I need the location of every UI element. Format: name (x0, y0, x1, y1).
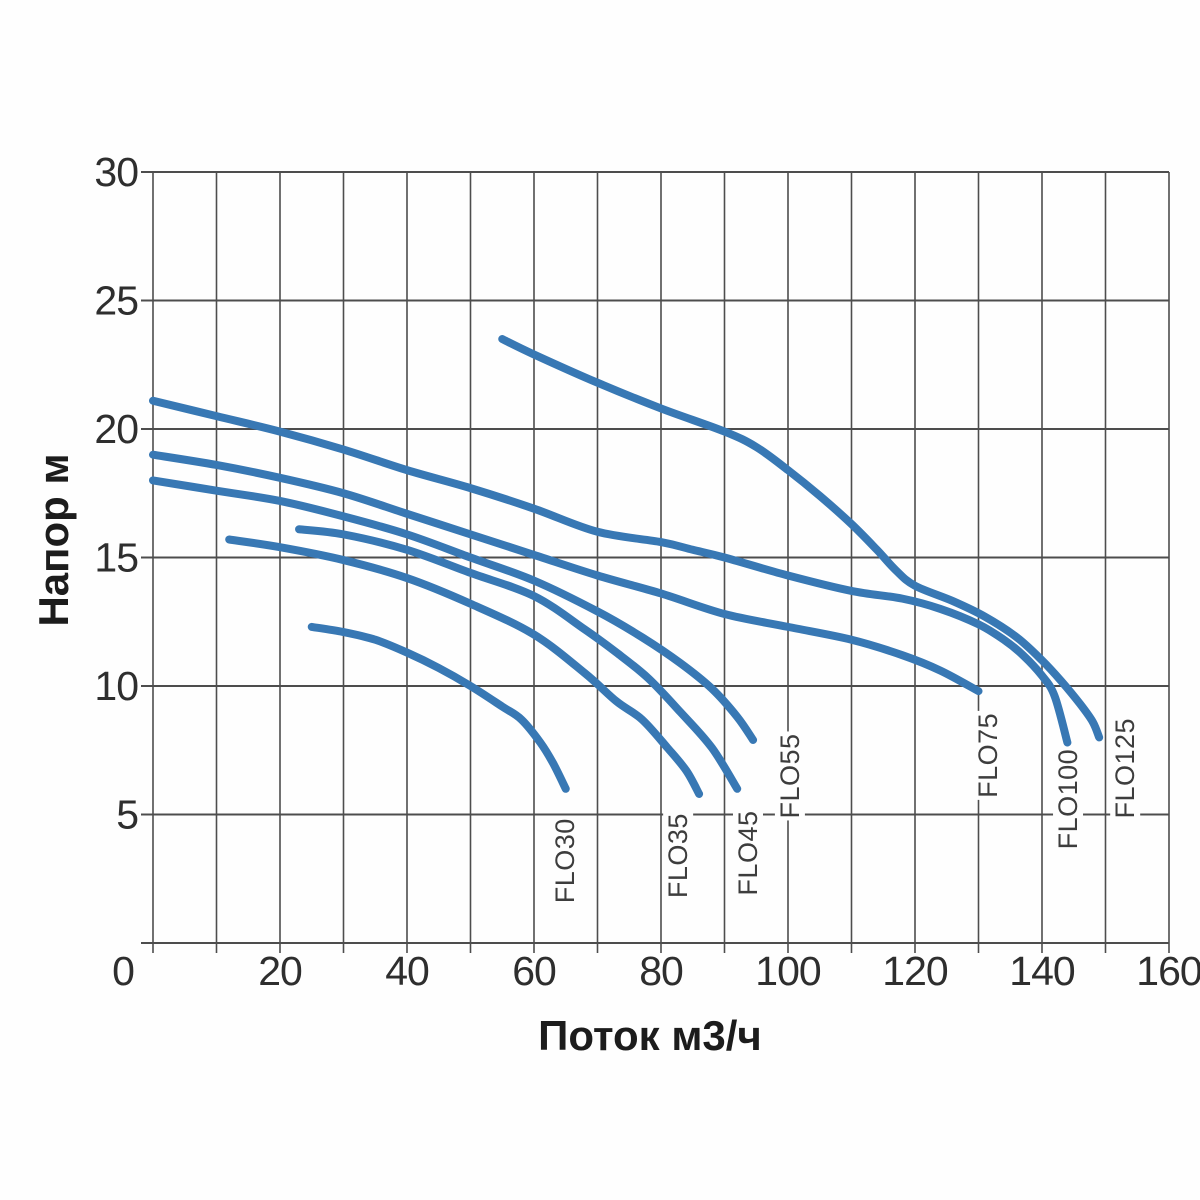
curve-label-bg-FLO100 (1053, 747, 1084, 852)
x-tick-label-40: 40 (385, 948, 429, 994)
y-tick-label-5: 5 (116, 792, 138, 838)
grid-layer (141, 171, 1170, 953)
x-tick-label-140: 140 (1009, 948, 1075, 994)
x-tick-label-20: 20 (258, 948, 302, 994)
curve-FLO30 (307, 622, 570, 793)
curve-label-group-FLO100: FLO100 (1053, 747, 1084, 852)
y-tick-label-30: 30 (94, 149, 138, 195)
curve-label-FLO30: FLO30 (550, 818, 580, 903)
curve-FLO100 (149, 396, 1072, 747)
y-tick-label-20: 20 (94, 406, 138, 452)
curve-label-group-FLO75: FLO75 (973, 710, 1004, 800)
tick-label-layer: 0 20 40 60 80 100 120 140 160 5 10 15 20 25 30 (94, 149, 1200, 994)
curve-label-FLO100: FLO100 (1053, 749, 1083, 850)
curve-label-bg-FLO55 (774, 731, 805, 821)
x-tick-label-160: 160 (1136, 948, 1200, 994)
curve-label-FLO45: FLO45 (733, 811, 763, 896)
curve-label-bg-FLO30 (550, 816, 581, 906)
curve-label-layer: FLO30 FLO35 FLO45 FLO55 FLO75 FLO100 FLO125 (550, 710, 1141, 906)
curve-label-group-FLO35: FLO35 (663, 811, 694, 901)
curve-label-FLO55: FLO55 (775, 733, 805, 818)
curve-label-FLO75: FLO75 (973, 713, 1003, 798)
y-tick-label-10: 10 (94, 663, 138, 709)
curve-label-group-FLO30: FLO30 (550, 816, 581, 906)
y-axis-title: Напор м (30, 453, 77, 626)
x-tick-label-80: 80 (639, 948, 683, 994)
curve-label-FLO35: FLO35 (663, 813, 693, 898)
curve-FLO55 (149, 476, 758, 744)
curve-label-bg-FLO45 (732, 808, 763, 898)
curve-label-bg-FLO75 (973, 710, 1004, 800)
y-tick-label-25: 25 (94, 278, 138, 324)
curve-layer (149, 335, 1104, 798)
curve-label-group-FLO125: FLO125 (1110, 716, 1141, 821)
x-axis-title: Поток м3/ч (538, 1012, 762, 1059)
curve-FLO75 (149, 450, 983, 696)
x-tick-label-120: 120 (882, 948, 948, 994)
curve-label-bg-FLO125 (1110, 716, 1141, 821)
curve-label-FLO125: FLO125 (1110, 718, 1140, 819)
curve-label-group-FLO45: FLO45 (732, 808, 763, 898)
curve-FLO125 (498, 335, 1104, 742)
curve-label-bg-FLO35 (663, 811, 694, 901)
y-tick-label-15: 15 (94, 535, 138, 581)
curve-FLO35 (225, 535, 704, 798)
x-tick-label-60: 60 (512, 948, 556, 994)
curve-FLO45 (295, 525, 742, 793)
x-tick-label-0: 0 (112, 948, 134, 994)
curve-label-group-FLO55: FLO55 (774, 731, 805, 821)
x-tick-label-100: 100 (755, 948, 821, 994)
